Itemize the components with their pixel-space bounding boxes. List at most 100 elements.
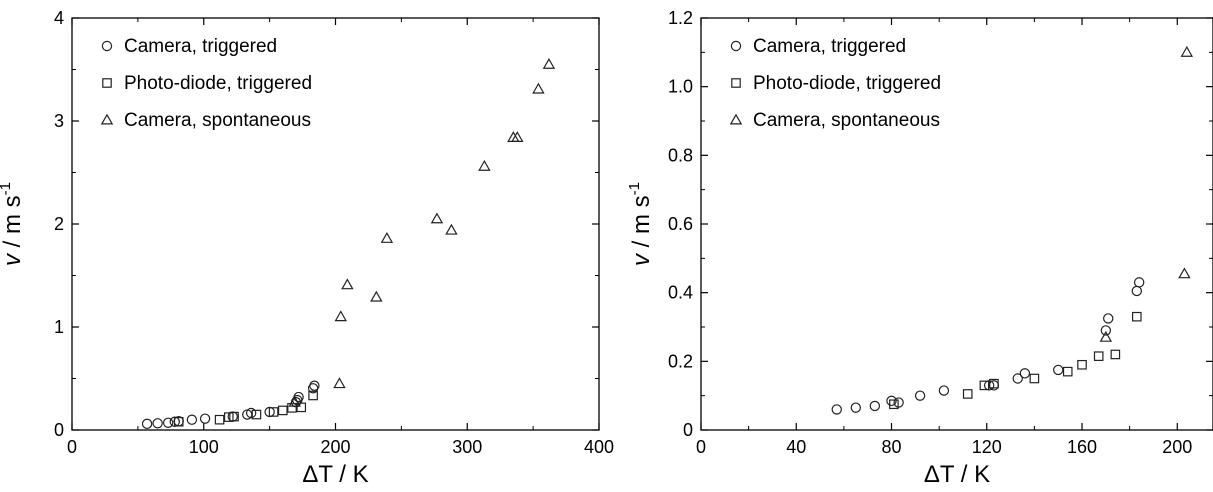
x-tick-label: 300 xyxy=(452,437,482,457)
data-point-triangle xyxy=(445,223,458,235)
data-point-square xyxy=(268,407,279,417)
data-point-square xyxy=(173,416,184,427)
x-axis-label: ΔT / K xyxy=(302,461,368,488)
data-point-circle xyxy=(245,407,257,419)
data-point-triangle xyxy=(1178,267,1191,279)
x-tick-label: 0 xyxy=(67,437,77,457)
data-point-square xyxy=(1093,351,1104,361)
legend-label: Camera, triggered xyxy=(753,36,906,57)
legend-marker-circle xyxy=(730,40,742,52)
data-point-square xyxy=(251,409,262,420)
data-point-circle xyxy=(199,413,211,424)
x-tick-label: 0 xyxy=(696,437,706,457)
data-point-square xyxy=(229,411,239,422)
data-point-square xyxy=(308,390,318,401)
data-point-circle xyxy=(141,418,153,430)
data-point-triangle xyxy=(542,57,556,69)
data-point-triangle xyxy=(532,82,545,94)
legend-label: Camera, spontaneous xyxy=(753,110,940,131)
y-axis-label: v / m s-1 xyxy=(0,182,26,266)
data-point-square xyxy=(1110,349,1121,360)
y-axis-label: v / m s-1 xyxy=(626,182,655,266)
x-tick-label: 100 xyxy=(189,437,219,457)
y-tick-label: 3 xyxy=(54,111,64,131)
x-axis-label: ΔT / K xyxy=(924,461,990,488)
data-point-triangle xyxy=(430,212,444,224)
data-point-circle xyxy=(1053,364,1064,376)
data-point-square xyxy=(223,412,234,422)
x-tick-label: 200 xyxy=(320,437,350,457)
legend-marker-square xyxy=(102,78,112,88)
data-point-circle xyxy=(1100,325,1112,336)
data-point-square xyxy=(296,402,307,413)
y-tick-label: 0.8 xyxy=(668,145,693,165)
y-tick-label: 4 xyxy=(54,8,64,28)
data-point-square xyxy=(1062,366,1073,377)
data-point-triangle xyxy=(1099,330,1113,342)
data-point-circle xyxy=(1103,313,1114,324)
legend-marker-circle xyxy=(101,40,113,52)
y-tick-label: 0 xyxy=(683,420,693,440)
chart-panel-2: 0 40 80 120 160 200 0 0.2 0.4 0.6 0.8 1.0 1.2 ΔT / K v… xyxy=(626,8,1213,488)
series-triangle xyxy=(288,57,556,407)
data-point-circle xyxy=(938,385,950,396)
data-point-triangle xyxy=(380,232,394,243)
data-point-circle xyxy=(914,390,926,401)
y-axis-label-exp: -1 xyxy=(0,182,14,195)
data-point-triangle xyxy=(478,159,491,171)
x-tick-label: 200 xyxy=(1162,437,1192,457)
legend-marker-square xyxy=(731,78,741,88)
data-point-triangle xyxy=(370,290,383,302)
y-tick-label: 1 xyxy=(54,317,64,337)
legend: Camera, triggered Photo-diode, triggered C… xyxy=(100,36,312,131)
x-tick-label: 160 xyxy=(1067,437,1097,457)
data-point-circle xyxy=(1012,373,1023,384)
data-point-circle xyxy=(850,402,861,413)
x-tick-label: 120 xyxy=(972,437,1002,457)
data-point-triangle xyxy=(511,131,524,142)
data-point-square xyxy=(989,378,999,389)
data-point-circle xyxy=(152,418,163,429)
legend-label: Photo-diode, triggered xyxy=(124,73,312,94)
data-point-circle xyxy=(1131,285,1142,297)
y-tick-label: 0.2 xyxy=(668,351,693,371)
y-tick-label: 0.6 xyxy=(668,214,693,234)
legend-label: Camera, triggered xyxy=(124,36,277,57)
y-tick-label: 0.4 xyxy=(668,283,693,303)
data-point-square xyxy=(214,414,225,425)
data-point-square xyxy=(1029,373,1040,384)
data-point-circle xyxy=(869,400,881,412)
legend-label: Camera, spontaneous xyxy=(124,110,311,131)
data-point-circle xyxy=(186,414,198,425)
x-tick-label: 80 xyxy=(881,437,901,457)
legend: Camera, triggered Photo-diode, triggered C… xyxy=(729,36,941,131)
chart-panel-1: 0 100 200 300 400 0 1 2 3 4 ΔT / K v / m s-1 Camera,… xyxy=(0,8,614,488)
data-point-triangle xyxy=(288,395,301,407)
data-point-circle xyxy=(886,395,897,407)
data-point-square xyxy=(889,399,899,410)
series-square xyxy=(173,390,318,427)
y-axis-label-var: v xyxy=(628,252,655,266)
data-point-square xyxy=(962,389,973,399)
x-tick-label: 400 xyxy=(584,437,614,457)
y-tick-label: 0 xyxy=(54,420,64,440)
y-axis-label-unit: / m s xyxy=(0,195,26,254)
data-point-circle xyxy=(309,380,320,391)
legend-label: Photo-diode, triggered xyxy=(753,73,941,94)
series-circle xyxy=(831,277,1145,415)
data-point-square xyxy=(287,403,297,413)
legend-marker-triangle xyxy=(100,113,114,125)
data-point-circle xyxy=(831,404,842,415)
data-point-circle xyxy=(162,417,174,428)
data-point-square xyxy=(979,380,990,391)
data-point-circle xyxy=(1019,368,1031,379)
series-square xyxy=(889,311,1142,410)
data-point-triangle xyxy=(341,278,354,290)
data-point-square xyxy=(1131,311,1142,322)
data-point-circle xyxy=(1133,277,1145,288)
data-point-square xyxy=(1077,359,1087,370)
data-point-triangle xyxy=(1180,45,1194,57)
y-axis-label-var: v xyxy=(0,252,26,266)
series-triangle xyxy=(1099,45,1194,342)
